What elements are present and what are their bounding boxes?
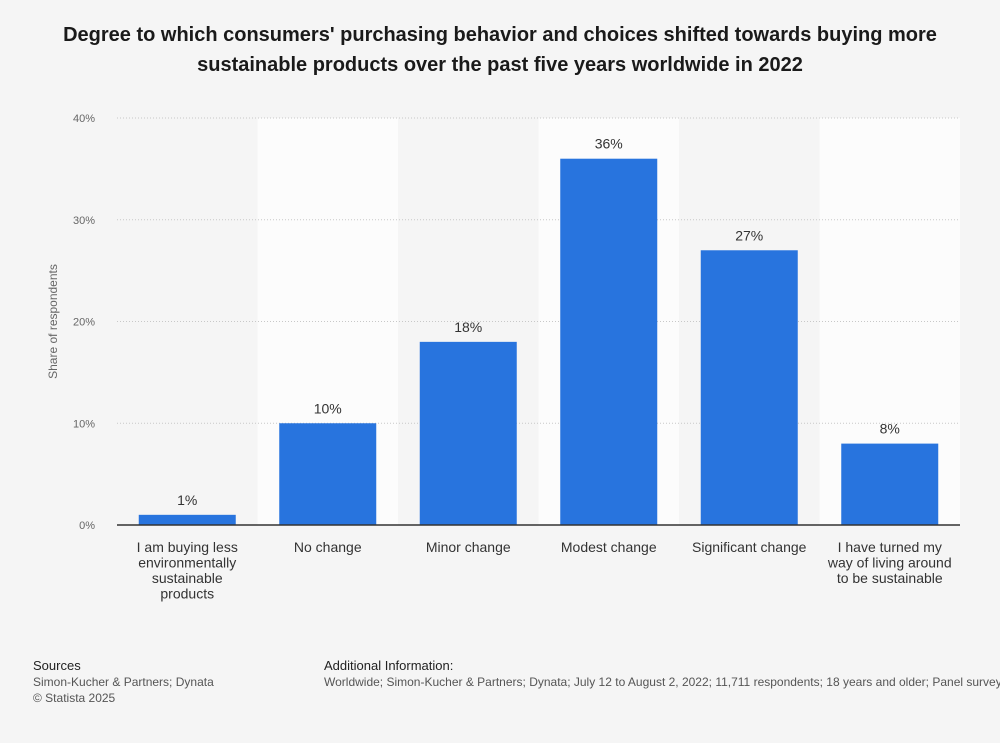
copyright-text: © Statista 2025 — [33, 691, 116, 705]
additional-info-text: Worldwide; Simon-Kucher & Partners; Dyna… — [324, 675, 1000, 689]
bar — [841, 443, 939, 525]
additional-info-heading: Additional Information: — [324, 658, 454, 673]
y-axis-title: Share of respondents — [46, 264, 60, 379]
data-label: 8% — [880, 421, 900, 437]
bar — [419, 341, 517, 525]
y-tick-label: 20% — [73, 317, 95, 329]
data-label: 27% — [735, 227, 763, 243]
bar — [138, 514, 236, 525]
data-label: 36% — [595, 136, 623, 152]
y-tick-label: 40% — [73, 113, 95, 125]
x-tick-label: No change — [294, 539, 362, 555]
x-tick-label: Significant change — [692, 539, 807, 555]
data-label: 1% — [177, 492, 197, 508]
sources-heading: Sources — [33, 658, 81, 673]
x-tick-label: Minor change — [426, 539, 511, 555]
bar — [560, 158, 658, 525]
y-tick-label: 30% — [73, 215, 95, 227]
x-tick-label: I have turned my way of living around to b… — [827, 539, 952, 586]
bar-chart: 0% 10% 20% 30% 40% Share of respondents 1% I am… — [46, 113, 960, 602]
sources-block: Sources Simon-Kucher & Partners; Dynata … — [33, 658, 214, 706]
x-tick-label: Modest change — [561, 539, 657, 555]
x-tick-label: I am buying less environmentally sustainab… — [137, 539, 238, 602]
chart-title: Degree to which consumers' purchasing be… — [63, 24, 937, 76]
data-label: 10% — [314, 400, 342, 416]
additional-info-block: Additional Information: Worldwide; Simon… — [324, 658, 1000, 690]
data-label: 18% — [454, 319, 482, 335]
y-tick-label: 10% — [73, 418, 95, 430]
bar — [279, 423, 377, 525]
bar — [700, 250, 798, 525]
y-tick-label: 0% — [79, 520, 95, 532]
sources-text: Simon-Kucher & Partners; Dynata — [33, 675, 214, 689]
